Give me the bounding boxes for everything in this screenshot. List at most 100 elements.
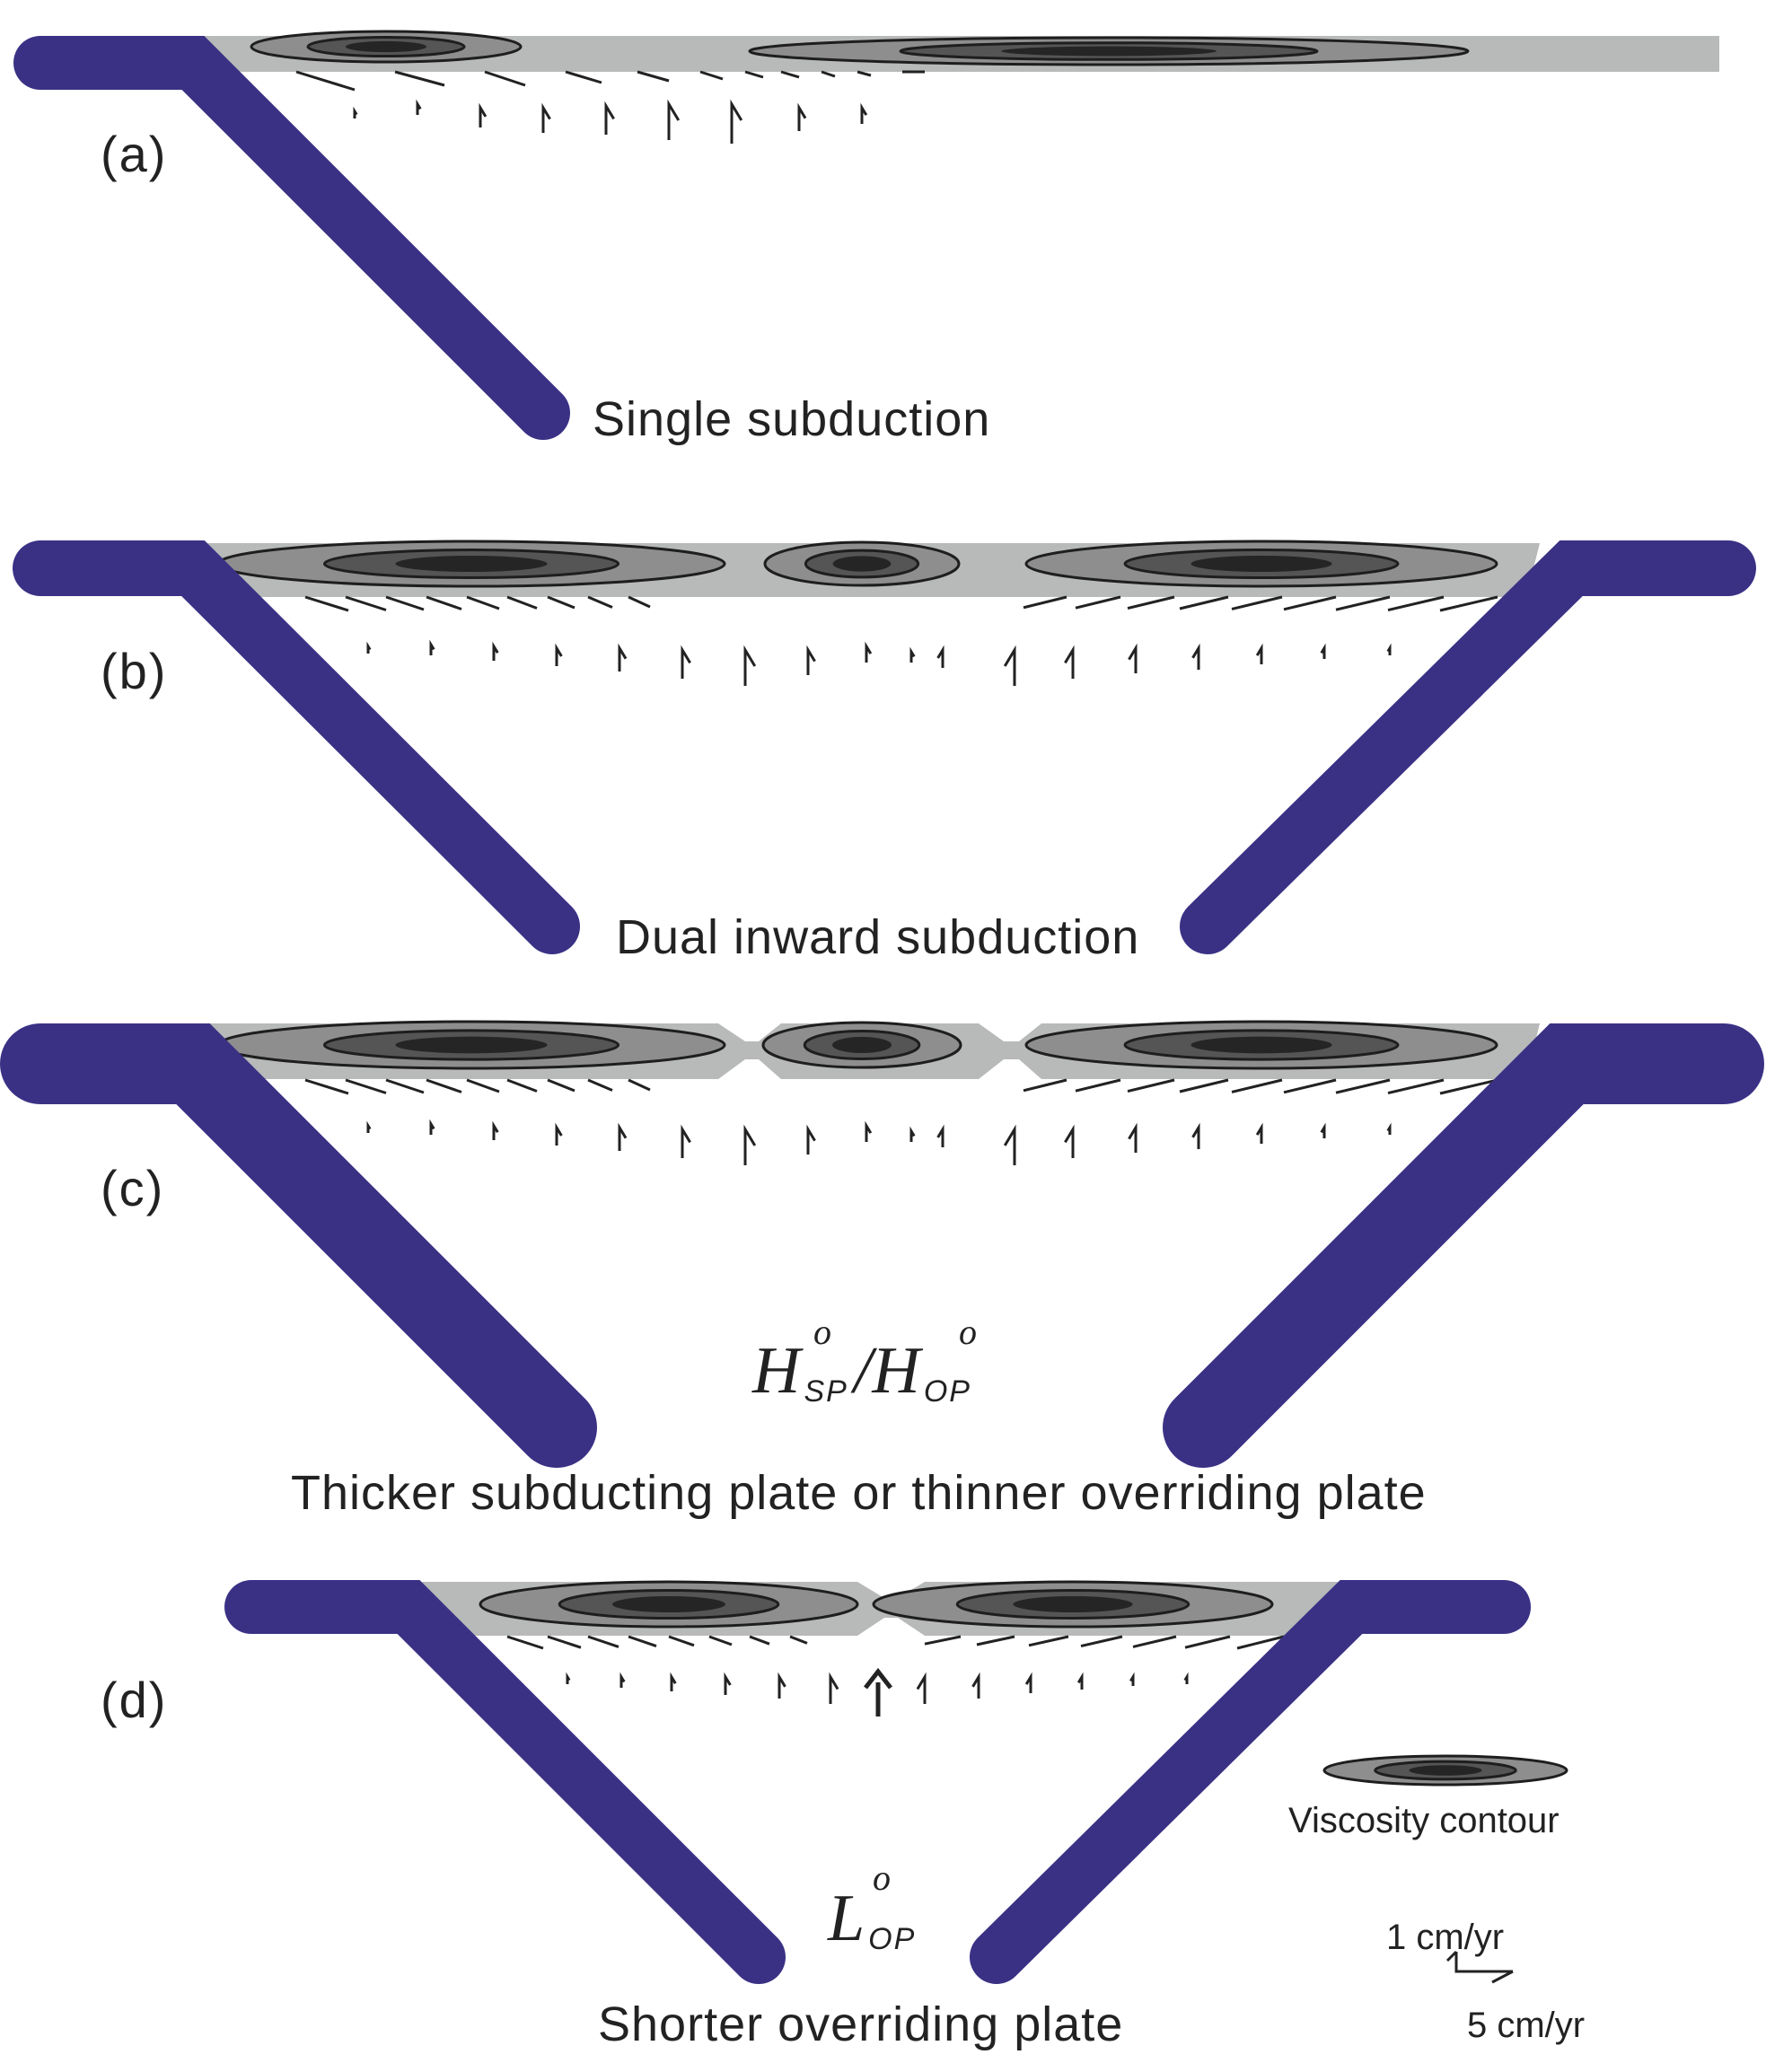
panel-a-shear-3 xyxy=(565,70,602,84)
panel-d-arrow-11 xyxy=(1183,1672,1189,1684)
panel-c-shear-right-3 xyxy=(1179,1078,1229,1093)
panel-b-arrow-0 xyxy=(366,641,372,654)
panel-d-upwelling-arrow-head xyxy=(864,1667,892,1690)
panel-d-contour-left-inner xyxy=(612,1596,725,1612)
panel-c-shear-right-6 xyxy=(1335,1078,1391,1094)
panel-b-arrow-7 xyxy=(806,645,816,675)
panel-a-shear-2 xyxy=(484,70,526,87)
panel-a-arrow-8 xyxy=(860,102,868,124)
param-sup-2: o xyxy=(959,1312,977,1352)
panel-c-shear-left-5 xyxy=(506,1078,538,1093)
panel-d-shear-right-5 xyxy=(1184,1635,1231,1649)
panel-a-shear-7 xyxy=(780,70,800,79)
panel-d-shear-right-0 xyxy=(924,1635,962,1646)
panel-c-arrow-14 xyxy=(1191,1122,1200,1149)
panel-d-arrow-0 xyxy=(566,1672,571,1684)
legend-contour-ellipse-inner xyxy=(1409,1765,1482,1776)
panel-d-arrow-10 xyxy=(1129,1672,1135,1686)
panel-d-arrow-4 xyxy=(778,1672,786,1699)
panel-b-shear-left-1 xyxy=(345,595,387,611)
panel-c-arrow-12 xyxy=(1064,1124,1075,1158)
panel-d-slab-left xyxy=(224,1580,786,1984)
panel-a-arrow-0 xyxy=(353,106,358,119)
param-d-sup: o xyxy=(873,1857,891,1898)
panel-c-arrow-1 xyxy=(429,1119,435,1135)
panel-b-arrow-14 xyxy=(1191,643,1200,670)
panel-a-arrow-1 xyxy=(416,99,422,115)
panel-a-arrow-5 xyxy=(667,99,681,140)
panel-c-shear-right-5 xyxy=(1283,1078,1337,1094)
panel-b-contour-right-inner xyxy=(1191,556,1332,572)
panel-c-arrow-13 xyxy=(1128,1122,1138,1153)
legend-contour-label: Viscosity contour xyxy=(1288,1801,1560,1840)
panel-b-arrow-2 xyxy=(492,641,499,661)
panel-c-arrow-10 xyxy=(936,1124,945,1147)
panel-b-arrow-5 xyxy=(681,645,691,679)
panel-d-shear-right-1 xyxy=(976,1635,1015,1646)
panel-b-shear-left-3 xyxy=(426,595,462,610)
panel-b-shear-right-6 xyxy=(1335,595,1391,611)
panel-d-arrow-5 xyxy=(829,1672,839,1704)
panel-b-arrow-9 xyxy=(909,646,916,663)
panel-b-shear-left-7 xyxy=(587,595,613,609)
panel-c-shear-right-4 xyxy=(1231,1078,1283,1093)
param-sub-2: OP xyxy=(923,1374,971,1409)
panel-b-arrow-8 xyxy=(865,641,873,663)
panel-a-arrow-2 xyxy=(479,102,488,127)
panel-c-arrow-4 xyxy=(618,1122,628,1151)
panel-a-shear-6 xyxy=(744,70,764,79)
panel-d-shear-right-3 xyxy=(1080,1635,1123,1648)
panel-b-arrow-4 xyxy=(618,643,628,672)
panel-d-caption: Shorter overriding plate xyxy=(598,1997,1124,2051)
panel-a-caption: Single subduction xyxy=(593,392,991,446)
panel-c-shear-left-8 xyxy=(628,1078,651,1092)
panel-a-arrow-7 xyxy=(797,102,807,131)
panel-d-shear-left-7 xyxy=(789,1635,808,1645)
panel-c-arrow-6 xyxy=(743,1124,757,1165)
panel-b-shear-right-3 xyxy=(1179,595,1229,610)
panel-d-shear-left-2 xyxy=(587,1635,619,1648)
panel-c-shear-left-7 xyxy=(587,1078,613,1092)
panel-b-shear-right-4 xyxy=(1231,595,1283,610)
param-h-sp-over-h-op: H SP o/H OP o xyxy=(752,1314,977,1408)
panel-b-shear-left-5 xyxy=(506,595,538,610)
panel-a-shear-8 xyxy=(821,70,836,78)
panel-d-shear-left-3 xyxy=(628,1635,657,1648)
panel-b-shear-left-0 xyxy=(304,595,349,612)
panel-c-contour-left-inner xyxy=(395,1036,548,1054)
panel-b-arrow-11 xyxy=(1003,645,1016,686)
panel-b-arrow-17 xyxy=(1386,643,1392,655)
panel-c-shear-right-1 xyxy=(1075,1078,1121,1093)
panel-a-shear-1 xyxy=(394,70,445,87)
panel-d-arrow-2 xyxy=(670,1672,677,1691)
slab-layer xyxy=(0,36,1764,1984)
panel-c-shear-right-8 xyxy=(1439,1078,1498,1095)
panel-b-slab-left xyxy=(13,540,580,954)
panel-b-arrow-15 xyxy=(1255,643,1263,664)
panel-a-arrow-3 xyxy=(541,102,551,133)
panel-a-slab xyxy=(13,36,570,440)
panel-d-arrow-6 xyxy=(916,1672,927,1704)
panel-c-shear-left-6 xyxy=(547,1078,575,1093)
scale-bar-icon xyxy=(1454,1952,1513,1973)
panel-c-shear-left-0 xyxy=(304,1078,349,1095)
panel-b-shear-right-8 xyxy=(1439,595,1498,612)
scale-bar-barb-icon xyxy=(1491,1970,1514,1984)
panel-a-shear-9 xyxy=(857,70,872,77)
panel-b-shear-right-0 xyxy=(1023,595,1068,610)
contour-layer xyxy=(216,30,1568,1787)
panel-c-arrow-7 xyxy=(806,1124,816,1155)
panel-d-arrow-8 xyxy=(1024,1672,1032,1693)
panel-b-slab-right xyxy=(1180,540,1756,954)
panel-a-label: (a) xyxy=(101,126,168,182)
panel-a-shear-0 xyxy=(295,70,356,92)
panel-b-caption: Dual inward subduction xyxy=(616,910,1140,964)
panel-a-shear-5 xyxy=(699,70,724,81)
panel-b-shear-right-5 xyxy=(1283,595,1337,611)
panel-b-shear-right-2 xyxy=(1127,595,1175,610)
panel-a-arrow-4 xyxy=(604,101,615,135)
panel-b-arrow-10 xyxy=(936,645,945,668)
panel-b-arrow-16 xyxy=(1320,643,1326,659)
